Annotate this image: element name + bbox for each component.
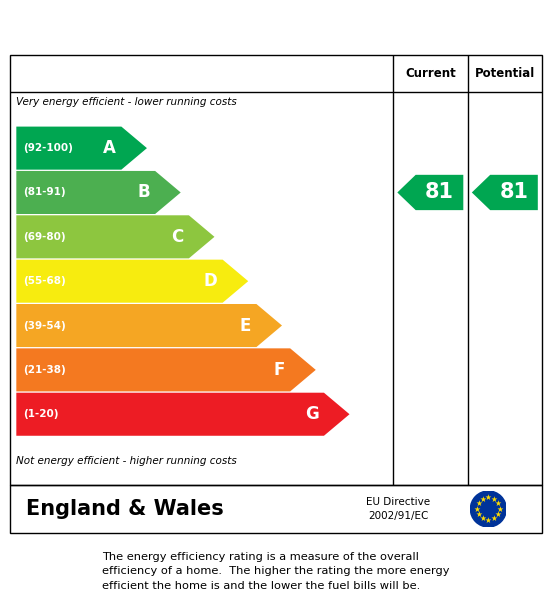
- Text: ★: ★: [495, 499, 501, 508]
- Text: ★: ★: [495, 510, 501, 519]
- Text: (39-54): (39-54): [23, 321, 66, 330]
- Text: F: F: [273, 361, 285, 379]
- Text: A: A: [103, 139, 116, 157]
- Text: ★: ★: [479, 495, 486, 504]
- Polygon shape: [472, 175, 538, 210]
- Text: Not energy efficient - higher running costs: Not energy efficient - higher running co…: [17, 455, 237, 466]
- Polygon shape: [397, 175, 463, 210]
- Polygon shape: [17, 171, 181, 214]
- Text: E: E: [240, 316, 251, 335]
- Text: Very energy efficient - lower running costs: Very energy efficient - lower running co…: [17, 97, 237, 107]
- Text: ★: ★: [496, 504, 503, 514]
- Text: ★: ★: [474, 504, 481, 514]
- Polygon shape: [17, 215, 215, 258]
- Text: The energy efficiency rating is a measure of the overall
efficiency of a home.  : The energy efficiency rating is a measur…: [102, 552, 450, 591]
- Text: 81: 81: [425, 183, 454, 202]
- Text: (92-100): (92-100): [23, 143, 72, 153]
- Text: ★: ★: [485, 493, 492, 502]
- Text: ★: ★: [479, 514, 486, 523]
- Polygon shape: [17, 393, 349, 436]
- Text: C: C: [171, 228, 184, 246]
- Polygon shape: [17, 260, 248, 303]
- Text: 81: 81: [500, 183, 528, 202]
- Text: D: D: [204, 272, 217, 290]
- Text: ★: ★: [475, 499, 482, 508]
- Polygon shape: [17, 348, 316, 392]
- Text: Energy Efficiency Rating: Energy Efficiency Rating: [103, 15, 449, 39]
- Text: ★: ★: [475, 510, 482, 519]
- Polygon shape: [17, 304, 282, 347]
- Text: ★: ★: [485, 516, 492, 525]
- Text: ★: ★: [491, 495, 497, 504]
- Polygon shape: [17, 127, 147, 170]
- Text: (1-20): (1-20): [23, 409, 58, 419]
- Text: (55-68): (55-68): [23, 276, 66, 286]
- Text: EU Directive
2002/91/EC: EU Directive 2002/91/EC: [367, 497, 431, 520]
- Text: G: G: [305, 405, 319, 423]
- Text: Current: Current: [405, 67, 456, 80]
- Text: (81-91): (81-91): [23, 188, 65, 197]
- Text: ★: ★: [491, 514, 497, 523]
- Text: (69-80): (69-80): [23, 232, 65, 242]
- Text: B: B: [137, 183, 150, 202]
- Text: England & Wales: England & Wales: [26, 499, 224, 519]
- Circle shape: [470, 491, 506, 527]
- Text: Potential: Potential: [475, 67, 535, 80]
- Text: (21-38): (21-38): [23, 365, 66, 375]
